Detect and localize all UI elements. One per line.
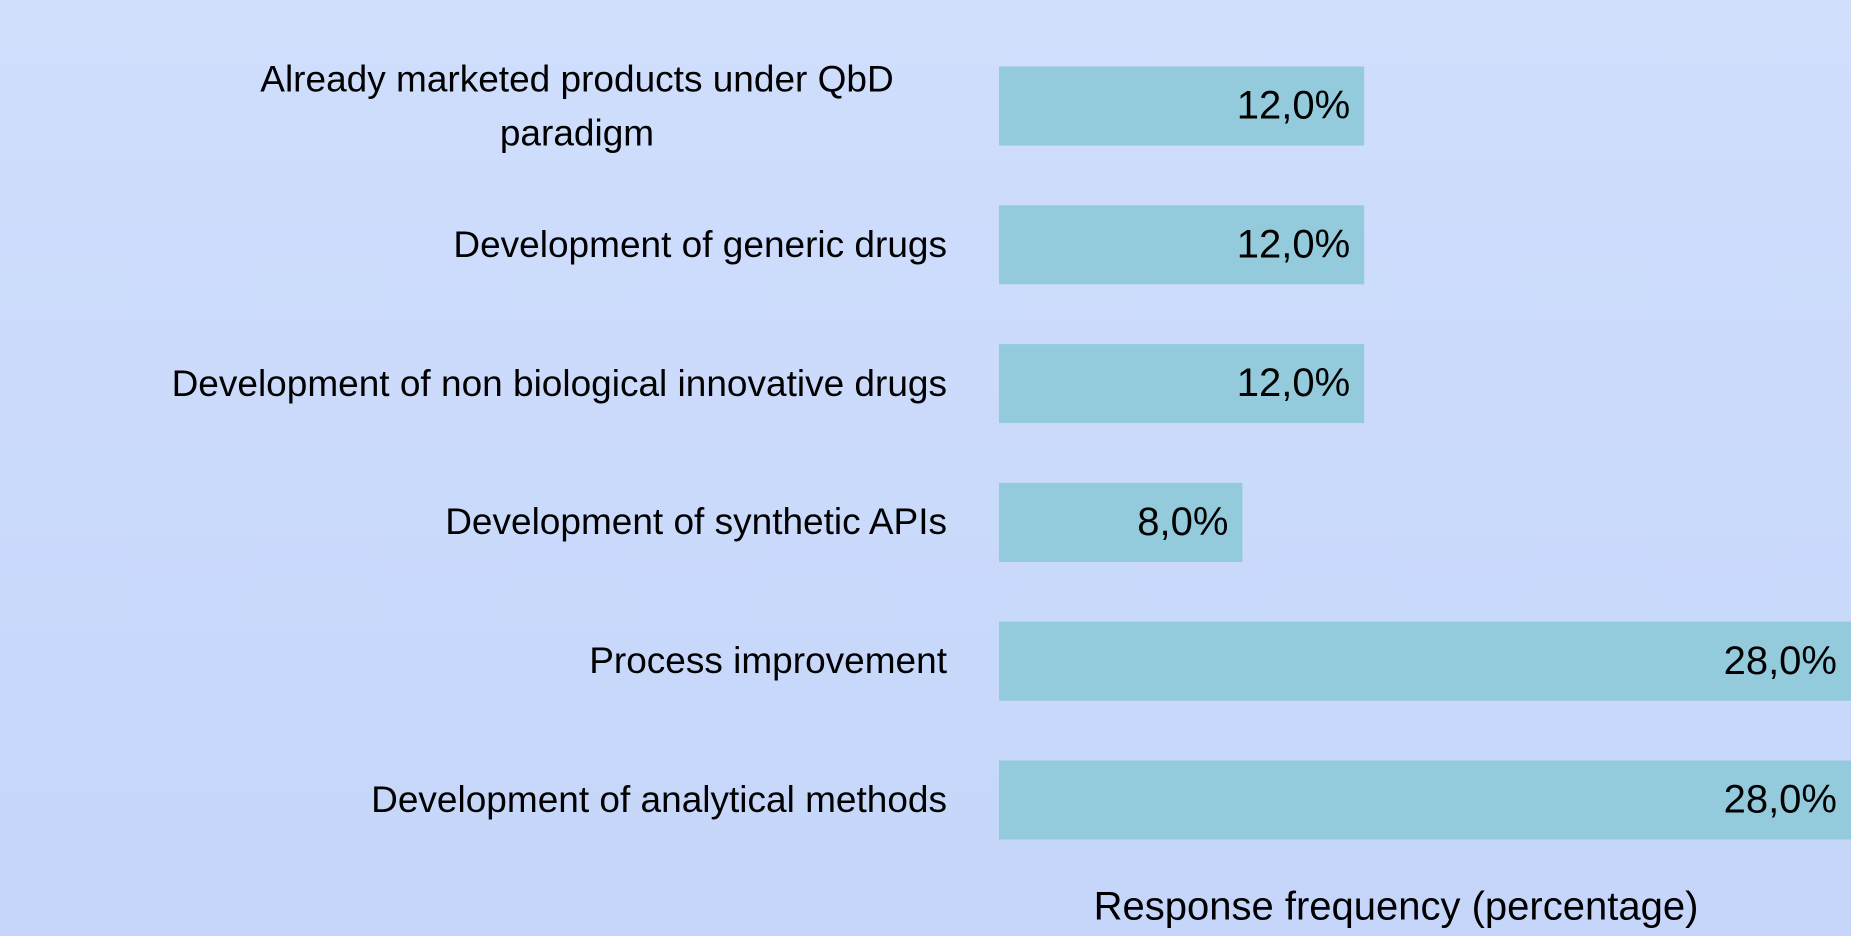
value-label: 28,0%	[1724, 778, 1837, 822]
y-tick-label: Already marketed products under QbD para…	[260, 58, 894, 153]
value-label: 12,0%	[1237, 222, 1350, 266]
bar	[999, 344, 1365, 424]
y-tick-label: Development of synthetic APIs	[445, 501, 947, 543]
value-label: 12,0%	[1237, 361, 1350, 405]
y-tick-label: Development of generic drugs	[453, 223, 947, 265]
y-tick-label: Development of analytical methods	[371, 779, 947, 821]
bar	[999, 66, 1365, 146]
bar	[999, 205, 1365, 285]
value-label: 8,0%	[1137, 500, 1228, 544]
value-label: 12,0%	[1237, 84, 1350, 128]
bar	[999, 760, 1851, 840]
y-tick-label: Development of non biological innovative…	[171, 362, 947, 404]
bar	[999, 482, 1243, 562]
bar	[999, 621, 1851, 701]
x-axis-label: Response frequency (percentage)	[1094, 885, 1699, 929]
y-tick-label: Process improvement	[589, 640, 947, 682]
value-label: 28,0%	[1724, 639, 1837, 683]
